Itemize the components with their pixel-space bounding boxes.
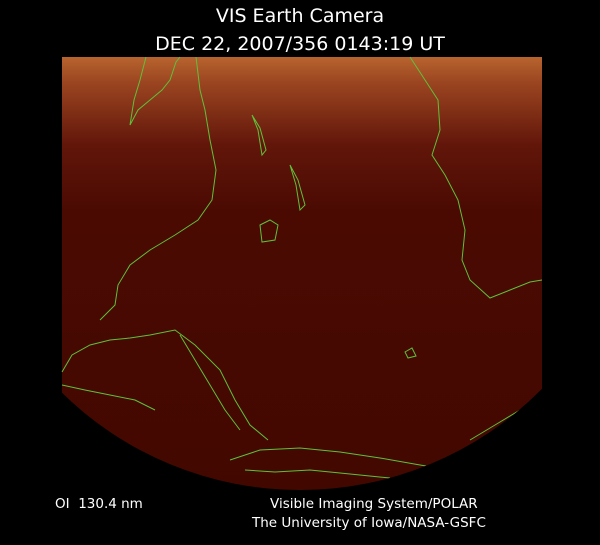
institution: The University of Iowa/NASA-GSFC xyxy=(251,515,486,531)
timestamp: DEC 22, 2007/356 0143:19 UT xyxy=(155,33,445,55)
title: VIS Earth Camera xyxy=(216,5,384,27)
wavelength: OI 130.4 nm xyxy=(55,496,143,512)
auroral-image xyxy=(62,57,542,490)
image xyxy=(61,56,543,490)
instrument: Visible Imaging System/POLAR xyxy=(270,496,478,512)
